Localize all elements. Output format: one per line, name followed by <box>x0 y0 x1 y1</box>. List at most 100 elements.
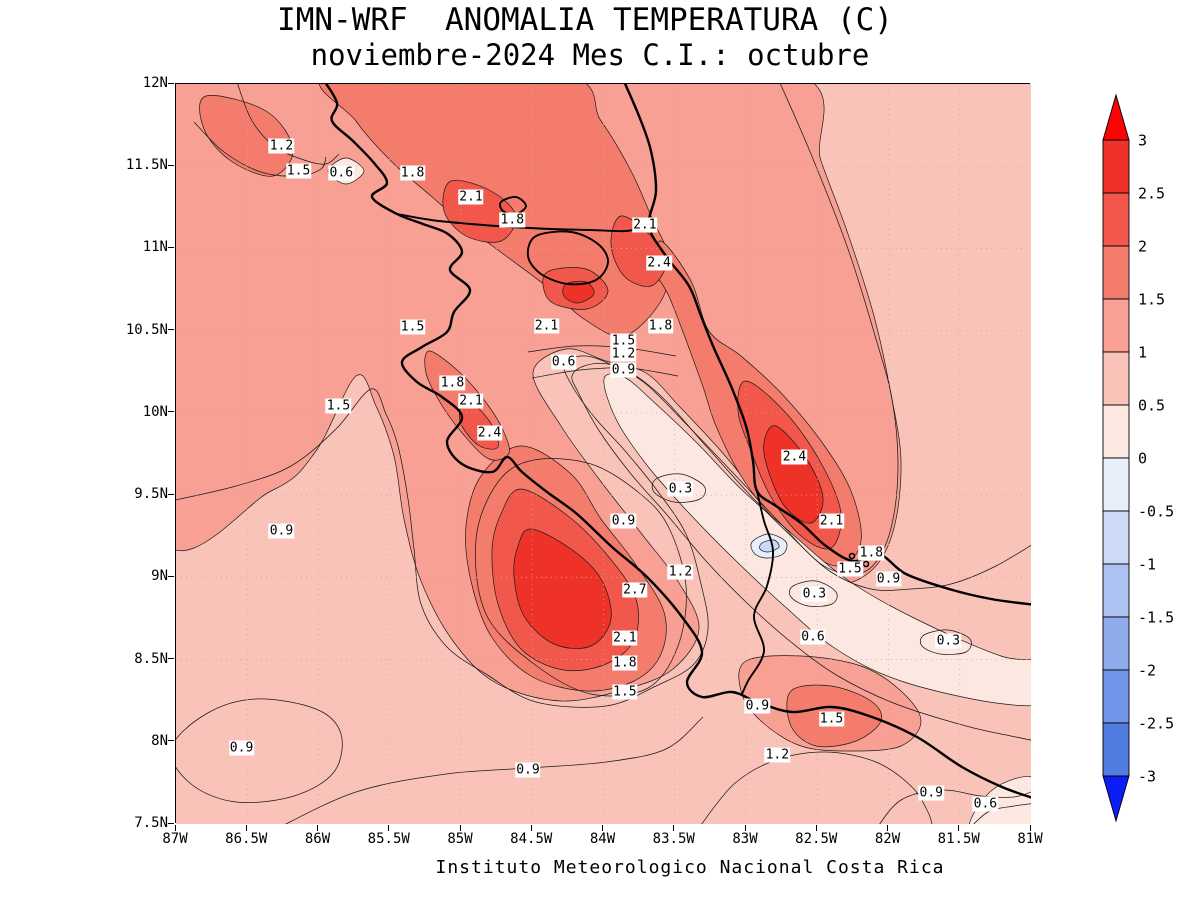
map-plot: 1.2 1.5 0.6 1.8 2.1 1.8 2.1 2.4 1.5 2.1 1.8 1.5 1.2 0… <box>175 83 1031 824</box>
y-axis-tick-label: 10N <box>142 403 168 420</box>
fill-25-3-spot <box>562 280 595 304</box>
y-axis-tick <box>168 411 174 413</box>
x-axis-tick <box>1029 824 1031 831</box>
contour-label: 1.8 <box>612 655 638 671</box>
contour-label: 2.4 <box>476 425 503 441</box>
colorbar-arrow-over <box>1102 93 1130 141</box>
contour-label: 1.5 <box>325 398 352 414</box>
x-axis-tick <box>744 824 746 831</box>
colorbar-arrow-under <box>1102 775 1130 823</box>
contour-label: 0.9 <box>610 513 637 529</box>
contour-label: 2.7 <box>622 582 648 598</box>
y-axis-tick-label: 10.5N <box>125 321 168 338</box>
contour-03-ring-a <box>651 473 706 503</box>
chart-subtitle: noviembre-2024 Mes C.I.: octubre <box>310 38 870 72</box>
y-axis-tick <box>168 493 174 495</box>
contour-label: 1.5 <box>399 319 426 335</box>
contour-label: 1.5 <box>612 684 638 700</box>
contour-label: 1.2 <box>268 138 295 154</box>
contour-label: 2.1 <box>818 513 845 529</box>
x-axis-tick-label: 83.5W <box>652 831 695 847</box>
y-axis-tick-label: 9N <box>151 568 168 585</box>
y-axis-tick-label: 8N <box>151 732 168 749</box>
x-axis-tick-label: 84W <box>589 831 616 847</box>
contour-label: 1.2 <box>667 564 694 580</box>
x-axis-tick-label: 86.5W <box>225 831 268 847</box>
contour-label: 0.9 <box>918 785 944 801</box>
chart-title: IMN-WRF ANOMALIA TEMPERATURA (C) <box>277 2 893 38</box>
x-axis-tick <box>815 824 817 831</box>
fill-0-05-corner <box>969 776 1031 824</box>
contour-06-corner <box>973 803 1031 824</box>
y-axis-tick <box>168 329 174 331</box>
contour-12-south <box>701 751 933 824</box>
y-axis-tick-label: 11N <box>142 239 168 256</box>
y-axis-tick-label: 12N <box>142 75 168 91</box>
contour-label: 1.5 <box>285 163 312 179</box>
contour-03-ring-b <box>789 580 838 607</box>
fill-25-3-ridge <box>763 425 824 524</box>
colorbar-tick-label: -1.5 <box>1138 609 1174 627</box>
x-axis-tick-label: 82W <box>874 831 901 847</box>
island-b <box>862 560 870 568</box>
contour-label: 2.1 <box>612 630 638 646</box>
contour-09-mid <box>531 367 679 379</box>
contour-label: 1.5 <box>610 333 637 349</box>
contour-label: 2.4 <box>646 255 672 271</box>
colorbar-segment <box>1102 351 1130 406</box>
contour-label: 1.8 <box>858 545 885 561</box>
colorbar-segment <box>1102 457 1130 512</box>
y-axis-tick <box>168 246 174 248</box>
y-axis-tick <box>168 740 174 742</box>
contour-label: 1.2 <box>610 346 637 362</box>
colorbar-segment <box>1102 669 1130 724</box>
x-axis-tick-label: 84.5W <box>510 831 553 847</box>
contour-label: 1.5 <box>818 711 845 727</box>
contour-label: 0.3 <box>801 586 828 602</box>
x-axis-tick <box>530 824 532 831</box>
contour-label: 2.1 <box>458 189 484 205</box>
x-axis-tick <box>958 824 960 831</box>
fill-0-05-valley <box>603 373 1031 707</box>
contour-09-corner <box>879 789 1031 824</box>
contour-label: 0.9 <box>875 571 902 587</box>
fill-neg-inner <box>759 539 780 553</box>
y-axis-tick <box>168 82 174 84</box>
y-axis-tick-label: 11.5N <box>125 157 168 174</box>
colorbar-tick-label: -3 <box>1138 768 1156 786</box>
contour-12-long <box>176 84 899 708</box>
fill-1-15 <box>176 84 902 702</box>
contour-label: 1.2 <box>764 747 791 763</box>
colorbar-tick-label: -2.5 <box>1138 715 1174 733</box>
y-axis-tick-label: 7.5N <box>134 815 168 831</box>
colorbar: 3 2.5 2 1.5 1 0.5 0 -0.5 -1 -1.5 -2 -2.5 -3 <box>1102 93 1174 823</box>
border-cr-panama <box>741 490 774 695</box>
caribbean-coastline <box>623 84 1031 606</box>
x-axis-tick-label: 85W <box>447 831 473 847</box>
contour-12-nw <box>237 84 340 165</box>
contour-09-ring-sw <box>176 698 343 803</box>
colorbar-segment <box>1102 722 1130 777</box>
colorbar-tick-label: -2 <box>1138 662 1156 680</box>
border-nicaragua-cr <box>396 213 650 233</box>
colorbar-segment <box>1102 404 1130 459</box>
contour-label: 1.8 <box>399 165 426 181</box>
y-axis-tick <box>168 658 174 660</box>
colorbar-tick-label: -0.5 <box>1138 503 1174 521</box>
x-axis-tick <box>317 824 318 831</box>
contour-label: 2.1 <box>458 393 484 409</box>
contour-label: 0.6 <box>328 165 355 181</box>
contour-label: 1.8 <box>647 318 674 334</box>
contour-label: 0.9 <box>268 523 295 539</box>
fill-25-3-blob <box>513 528 612 649</box>
contour-label: 1.5 <box>837 561 863 577</box>
y-axis-tick <box>168 575 174 577</box>
x-axis-tick-label: 85.5W <box>367 831 410 847</box>
colorbar-tick-label: 1.5 <box>1138 291 1165 309</box>
colorbar-tick-label: 2.5 <box>1138 185 1165 203</box>
contour-18-ring <box>474 458 687 697</box>
y-axis-tick <box>168 164 174 166</box>
contour-label: 1.8 <box>439 375 466 391</box>
island-a <box>848 552 856 560</box>
x-axis-tick-label: 87W <box>162 831 188 847</box>
